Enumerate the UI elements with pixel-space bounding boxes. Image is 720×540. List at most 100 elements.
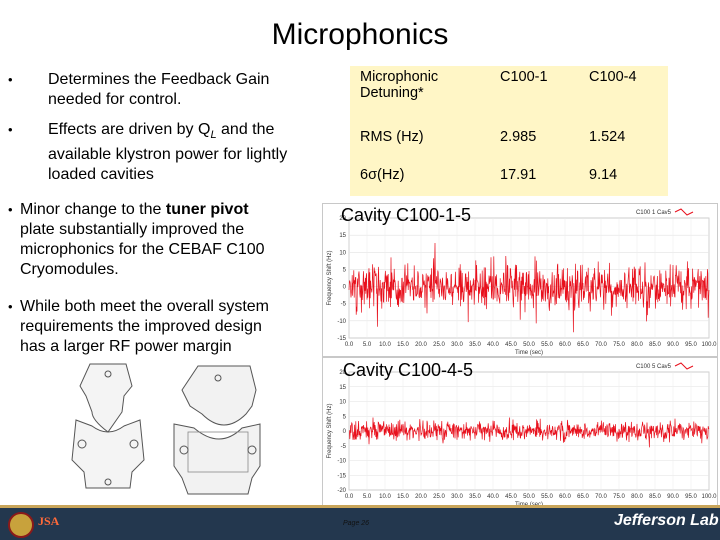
y-tick-label: 10	[339, 250, 346, 256]
tuner-pivot-drawing-new	[168, 362, 264, 502]
tuner-plate-image	[71, 363, 145, 489]
x-tick-label: 55.0	[541, 342, 553, 348]
x-tick-label: 0.0	[345, 494, 354, 500]
legend-label: C100 5 Cav5	[636, 364, 672, 370]
cavity-label-2: Cavity C100-4-5	[343, 360, 474, 380]
bullet-text: Minor change to the tuner pivot	[20, 200, 328, 220]
x-tick-label: 35.0	[469, 342, 481, 348]
table-header-cell: C100-4	[589, 69, 637, 85]
y-tick-label: -15	[337, 473, 346, 479]
y-tick-label: -5	[341, 302, 347, 308]
x-tick-label: 40.0	[487, 342, 499, 348]
x-tick-label: 15.0	[397, 494, 409, 500]
x-tick-label: 65.0	[577, 342, 589, 348]
x-tick-label: 55.0	[541, 494, 553, 500]
x-tick-label: 40.0	[487, 494, 499, 500]
bullet-tuner-pivot: • Minor change to the tuner pivot plate …	[8, 200, 328, 280]
footer-divider	[0, 505, 720, 508]
y-tick-label: 5	[343, 267, 347, 273]
x-tick-label: 75.0	[613, 342, 625, 348]
x-tick-label: 45.0	[505, 494, 517, 500]
x-tick-label: 30.0	[451, 342, 463, 348]
x-tick-label: 85.0	[649, 342, 661, 348]
y-tick-label: 15	[339, 233, 346, 239]
y-tick-label: -5	[341, 444, 347, 450]
x-tick-label: 25.0	[433, 342, 445, 348]
bullet-text: Effects are driven by QL and the	[48, 120, 328, 145]
y-tick-label: 20	[339, 370, 346, 376]
bullet-power-margin: • While both meet the overall system req…	[8, 297, 328, 357]
table-header-row: Microphonic Detuning* C100-1 C100-4	[350, 66, 668, 117]
chart-c100-1: 20 15 10 5 0 -5 -10 -15 0.0 5.0 10.0 15.0 20.0 25.0 30…	[322, 203, 718, 357]
y-tick-label: 20	[339, 216, 346, 222]
legend-label: C100 1 Cav5	[636, 210, 672, 216]
x-tick-label: 70.0	[595, 494, 607, 500]
bullet-marker: •	[8, 122, 13, 137]
table-header-cell: C100-1	[500, 69, 548, 85]
y-tick-label: 0	[343, 429, 347, 435]
y-tick-label: 10	[339, 400, 346, 406]
table-cell: RMS (Hz)	[360, 129, 424, 146]
legend-swatch	[674, 362, 694, 370]
x-tick-label: 10.0	[379, 342, 391, 348]
bullet-text: Cryomodules.	[20, 261, 119, 278]
x-tick-label: 95.0	[685, 342, 697, 348]
x-tick-label: 90.0	[667, 342, 679, 348]
y-tick-label: 0	[343, 285, 347, 291]
table-cell: 17.91	[500, 167, 537, 184]
x-tick-label: 95.0	[685, 494, 697, 500]
bullet-text: has a larger RF power margin	[20, 338, 232, 355]
y-tick-label: -10	[337, 319, 346, 325]
table-cell: 9.14	[589, 167, 618, 184]
bullet-text-part: and the	[216, 121, 275, 138]
y-tick-label: 5	[343, 414, 347, 420]
x-tick-label: 65.0	[577, 494, 589, 500]
series-line	[348, 417, 710, 448]
bullet-effects: • Effects are driven by QL and the avail…	[8, 120, 328, 185]
y-tick-label: -20	[337, 488, 346, 494]
x-tick-label: 20.0	[415, 494, 427, 500]
bullet-text: requirements the improved design	[20, 318, 262, 335]
bullet-text: microphonics for the CEBAF C100	[20, 241, 265, 258]
tuner-pivot-drawing-old	[62, 360, 154, 500]
x-tick-label: 80.0	[631, 494, 643, 500]
y-tick-label: -15	[337, 336, 346, 342]
x-tick-label: 90.0	[667, 494, 679, 500]
table-row: RMS (Hz) 2.985 1.524	[350, 117, 668, 159]
table-cell: 2.985	[500, 129, 537, 146]
table-cell: 1.524	[589, 129, 626, 146]
x-tick-label: 10.0	[379, 494, 391, 500]
subscript-l: L	[210, 129, 217, 142]
bold-text: tuner pivot	[165, 201, 249, 218]
x-tick-label: 100.0	[701, 342, 717, 348]
chart-c100-1-svg: 20 15 10 5 0 -5 -10 -150.0 5.0 10.0 15.0 20.0 25.0 30…	[327, 208, 717, 356]
x-tick-label: 45.0	[505, 342, 517, 348]
jefferson-lab-logo: Jefferson Lab	[614, 512, 719, 529]
y-tick-label: 15	[339, 385, 346, 391]
bullet-feedback-gain: • Determines the Feedback Gain needed fo…	[8, 70, 328, 110]
y-axis-label: Frequency Shift (Hz)	[327, 403, 333, 458]
series-line	[348, 242, 710, 333]
x-tick-label: 100.0	[701, 494, 717, 500]
x-tick-label: 50.0	[523, 494, 535, 500]
jsa-logo: JSA	[38, 514, 60, 528]
doe-seal-icon	[8, 512, 34, 538]
bullet-text: While both meet the overall system	[20, 298, 269, 315]
bullet-marker: •	[8, 202, 13, 217]
x-tick-label: 80.0	[631, 342, 643, 348]
x-tick-label: 20.0	[415, 342, 427, 348]
table-cell: 6σ(Hz)	[360, 167, 405, 184]
bullet-marker: •	[8, 72, 13, 87]
chart-c100-4: 20 15 10 5 0 -5 -10 -15 -20 0.0 5.0 10.0 15.0 20.0 25.…	[322, 357, 718, 509]
x-tick-label: 75.0	[613, 494, 625, 500]
bullet-marker: •	[8, 299, 13, 314]
footer-bar	[0, 508, 720, 540]
x-tick-label: 70.0	[595, 342, 607, 348]
x-tick-label: 25.0	[433, 494, 445, 500]
x-tick-label: 5.0	[363, 494, 372, 500]
bullet-text: available klystron power for lightly	[48, 146, 288, 164]
x-tick-label: 5.0	[363, 342, 372, 348]
y-tick-label: -10	[337, 459, 346, 465]
bullet-text: plate substantially improved the	[20, 221, 245, 238]
legend-swatch	[674, 208, 694, 216]
